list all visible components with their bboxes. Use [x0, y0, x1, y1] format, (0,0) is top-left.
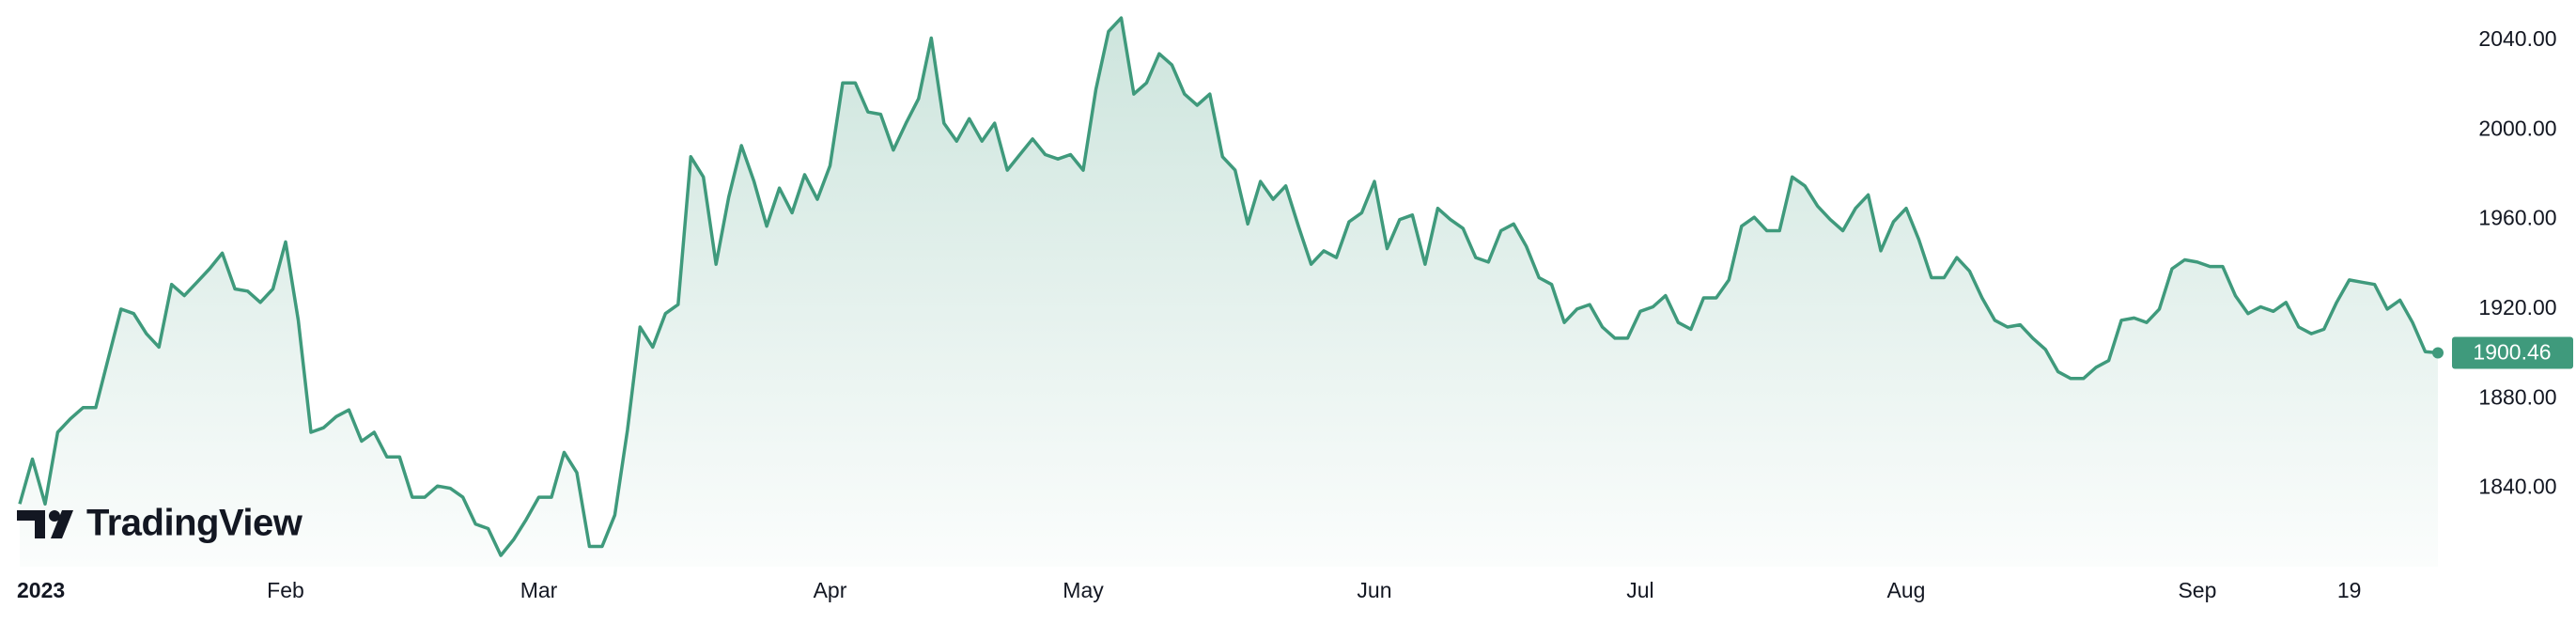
y-tick-label: 2040.00: [2478, 26, 2556, 51]
x-tick-label: Aug: [1887, 578, 1926, 602]
x-tick-label: 19: [2337, 578, 2362, 602]
x-tick-label: Mar: [520, 578, 558, 602]
price-tag: [2452, 336, 2573, 369]
x-tick-label: Apr: [814, 578, 847, 602]
y-tick-label: 1960.00: [2478, 206, 2556, 230]
logo-slash: [51, 510, 73, 538]
area: [20, 18, 2438, 568]
x-tick-label: Jul: [1626, 578, 1653, 602]
y-tick-label: 2000.00: [2478, 116, 2556, 140]
price-line: [18, 16, 2439, 557]
last-point: [2432, 347, 2444, 359]
y-tick-label: 1840.00: [2478, 475, 2556, 499]
brand-text: TradingView: [86, 503, 303, 544]
y-tick-label: 1880.00: [2478, 384, 2556, 409]
brand-logo: TradingView: [17, 503, 303, 544]
logo-dot: [49, 510, 60, 522]
logo-mark: [17, 510, 45, 538]
plot-area: [18, 16, 2444, 568]
x-tick-label: 2023: [17, 578, 65, 602]
y-tick-label: 1920.00: [2478, 295, 2556, 320]
x-tick-label: Feb: [267, 578, 304, 602]
x-tick-label: May: [1063, 578, 1104, 602]
price-tag-label: 1900.46: [2473, 340, 2551, 365]
x-tick-label: Jun: [1357, 578, 1391, 602]
x-tick-label: Sep: [2178, 578, 2216, 602]
